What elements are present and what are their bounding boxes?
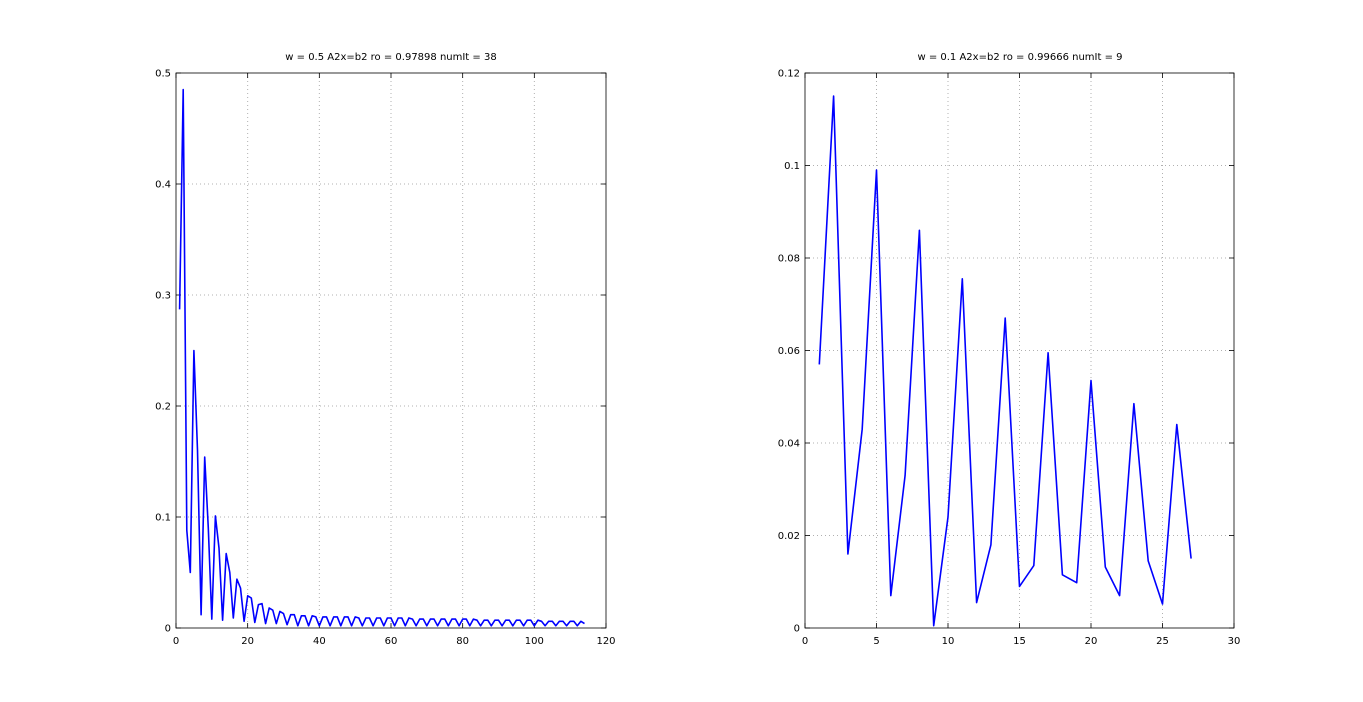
left-x-tick-label: 0 <box>173 636 179 647</box>
right-y-tick-label: 0.04 <box>778 439 800 450</box>
right-y-tick-label: 0.02 <box>778 531 800 542</box>
left-x-tick-label: 80 <box>456 636 469 647</box>
right-plot-panel: w = 0.1 A2x=b2 ro = 0.99666 numIt = 9 0 5… <box>778 52 1241 647</box>
right-x-tick-label: 30 <box>1228 636 1241 647</box>
right-y-tick-label: 0.1 <box>784 161 800 172</box>
right-plot-title: w = 0.1 A2x=b2 ro = 0.99666 numIt = 9 <box>917 52 1122 63</box>
left-plot-area <box>176 73 606 628</box>
right-x-tick-label: 20 <box>1085 636 1098 647</box>
left-y-tick-label: 0.4 <box>155 180 171 191</box>
left-axes-frame <box>175 72 607 629</box>
left-y-tick-label: 0.5 <box>155 69 171 80</box>
left-y-tick-label: 0.3 <box>155 291 171 302</box>
right-x-tick-label: 15 <box>1013 636 1026 647</box>
right-y-tick-label: 0.12 <box>778 69 800 80</box>
left-plot-title: w = 0.5 A2x=b2 ro = 0.97898 numIt = 38 <box>285 52 496 63</box>
left-x-tick-label: 100 <box>525 636 544 647</box>
right-x-tick-label: 0 <box>802 636 808 647</box>
right-x-tick-label: 25 <box>1156 636 1169 647</box>
right-y-tick-label: 0 <box>794 624 800 635</box>
right-axes-frame <box>804 72 1235 629</box>
right-x-tick-label: 10 <box>942 636 955 647</box>
left-series-line <box>178 88 585 627</box>
left-y-tick-label: 0.1 <box>155 513 171 524</box>
right-y-tick-label: 0.06 <box>778 346 800 357</box>
right-x-tick-label: 5 <box>873 636 879 647</box>
left-x-tick-label: 40 <box>313 636 326 647</box>
left-x-tick-label: 60 <box>385 636 398 647</box>
left-y-tick-label: 0 <box>165 624 171 635</box>
right-y-tick-label: 0.08 <box>778 254 800 265</box>
right-series-line <box>818 95 1192 627</box>
left-x-tick-label: 20 <box>241 636 254 647</box>
left-plot-panel: w = 0.5 A2x=b2 ro = 0.97898 numIt = 38 0… <box>155 52 615 647</box>
left-x-tick-label: 120 <box>596 636 615 647</box>
left-y-tick-label: 0.2 <box>155 402 171 413</box>
